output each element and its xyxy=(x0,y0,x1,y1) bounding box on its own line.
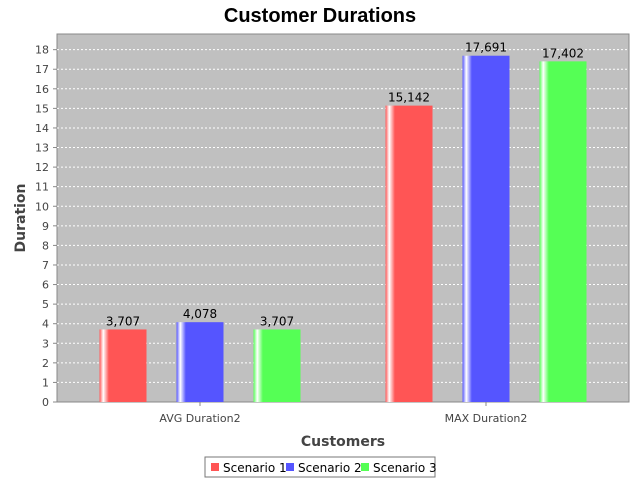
bar xyxy=(99,329,147,402)
y-tick-label: 4 xyxy=(42,318,49,331)
x-tick-label: AVG Duration2 xyxy=(159,412,240,425)
bar-value-label: 3,707 xyxy=(106,314,140,328)
x-tick-label: MAX Duration2 xyxy=(445,412,528,425)
y-axis-label: Duration xyxy=(13,183,29,252)
bar xyxy=(385,105,433,403)
y-tick-label: 17 xyxy=(35,63,49,76)
y-tick-label: 15 xyxy=(35,102,49,115)
legend-entry: Scenario 1 xyxy=(223,461,287,475)
legend: Scenario 1 Scenario 2 Scenario 3 xyxy=(204,456,437,478)
y-tick-label: 0 xyxy=(42,396,49,409)
x-axis-ticks: AVG Duration2 MAX Duration2 xyxy=(159,402,527,425)
y-tick-label: 13 xyxy=(35,142,49,155)
legend-entry: Scenario 2 xyxy=(298,461,362,475)
y-tick-label: 9 xyxy=(42,220,49,233)
legend-swatch xyxy=(361,463,369,471)
x-axis-label: Customers xyxy=(301,434,385,450)
y-tick-label: 8 xyxy=(42,239,49,252)
y-tick-label: 18 xyxy=(35,44,49,57)
bar-value-label: 17,691 xyxy=(465,41,507,55)
y-tick-label: 11 xyxy=(35,181,49,194)
bars: 3,707 4,078 3,707 15,142 17,691 17,402 xyxy=(99,41,587,403)
y-tick-label: 5 xyxy=(42,298,49,311)
bar-value-label: 15,142 xyxy=(388,91,430,105)
legend-swatch xyxy=(211,463,219,471)
legend-swatch xyxy=(286,463,294,471)
y-tick-label: 2 xyxy=(42,357,49,370)
bar xyxy=(253,329,301,402)
y-tick-label: 1 xyxy=(42,376,49,389)
y-tick-label: 12 xyxy=(35,161,49,174)
bar xyxy=(462,55,510,403)
y-tick-label: 7 xyxy=(42,259,49,272)
bar-value-label: 17,402 xyxy=(542,46,584,60)
bar-value-label: 3,707 xyxy=(260,314,294,328)
y-tick-label: 6 xyxy=(42,279,49,292)
chart-title: Customer Durations xyxy=(224,5,416,27)
gridlines xyxy=(57,49,629,383)
y-tick-label: 14 xyxy=(35,122,49,135)
y-tick-label: 10 xyxy=(35,200,49,213)
bar xyxy=(539,61,587,402)
plot-area xyxy=(56,33,630,403)
legend-box xyxy=(204,456,436,478)
bar-value-label: 4,078 xyxy=(183,307,217,321)
bar xyxy=(176,322,224,402)
y-tick-label: 3 xyxy=(42,337,49,350)
y-tick-label: 16 xyxy=(35,83,49,96)
legend-entry: Scenario 3 xyxy=(373,461,437,475)
